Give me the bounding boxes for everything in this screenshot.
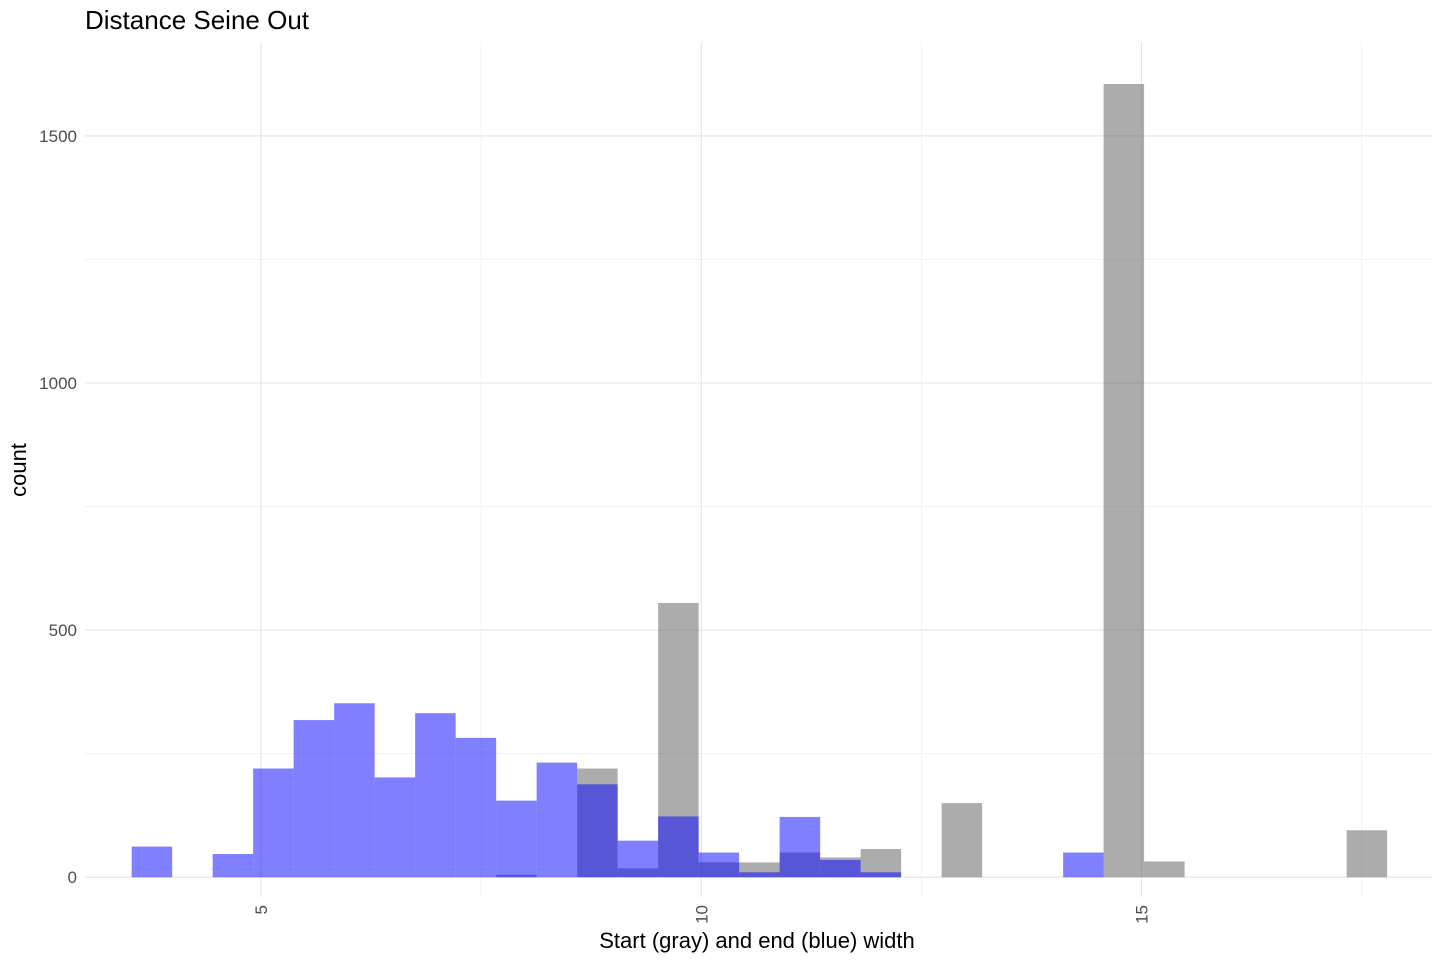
end-width-bar <box>739 872 780 878</box>
end-width-bar <box>617 840 659 878</box>
end-width-bar <box>131 846 173 878</box>
x-tick-label: 10 <box>692 905 711 924</box>
y-tick-label: 1500 <box>39 127 77 146</box>
end-width-bar <box>658 816 699 878</box>
end-width-bar <box>212 854 254 878</box>
start-width-bar <box>1103 84 1145 878</box>
end-width-bar <box>455 737 497 878</box>
x-tick-label: 15 <box>1132 905 1151 924</box>
x-tick-label: 5 <box>252 905 271 914</box>
end-width-bar <box>860 872 902 878</box>
y-tick-label: 500 <box>49 621 77 640</box>
histogram-bars <box>131 84 1388 878</box>
end-width-bar <box>577 784 618 878</box>
x-axis-title: Start (gray) and end (blue) width <box>599 928 915 953</box>
start-width-bar <box>941 803 983 878</box>
end-width-bar <box>374 777 416 878</box>
end-width-bar <box>536 762 578 878</box>
end-width-bar <box>779 816 821 878</box>
end-width-bar <box>698 852 740 878</box>
start-width-bar <box>1346 830 1388 878</box>
y-tick-label: 1000 <box>39 374 77 393</box>
end-width-bar <box>820 859 861 878</box>
end-width-bar <box>496 800 537 878</box>
start-width-bar <box>1144 861 1185 878</box>
end-width-bar <box>334 703 375 878</box>
chart-title: Distance Seine Out <box>85 5 310 35</box>
end-width-bar <box>415 713 456 878</box>
end-width-bar <box>293 720 335 878</box>
end-width-bar <box>1063 852 1104 878</box>
y-tick-label: 0 <box>68 868 77 887</box>
end-width-bar <box>253 768 294 878</box>
tick-labels: 0 500 1000 1500 5 10 15 <box>39 127 1151 924</box>
y-axis-title: count <box>6 443 31 497</box>
